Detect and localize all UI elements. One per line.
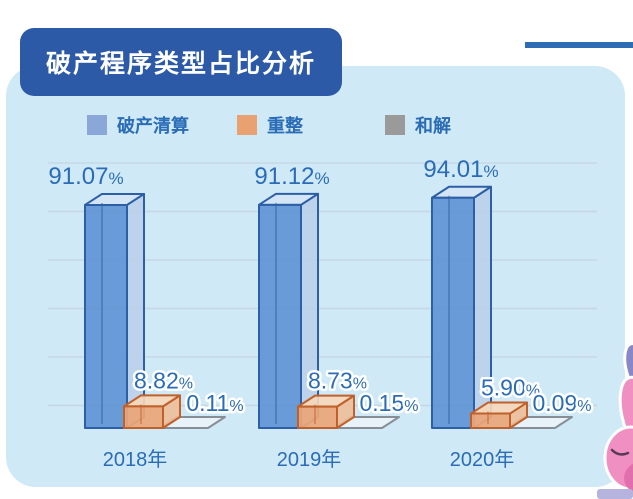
legend-label-liquidation: 破产清算 xyxy=(117,116,189,136)
category-label-2018: 2018年 xyxy=(103,448,168,471)
legend-swatch-liquidation xyxy=(87,115,107,135)
value-label-settlement-2019: 0.15% xyxy=(360,390,419,416)
value-label-liquidation-2019: 91.12% xyxy=(254,163,329,190)
legend-item-settlement: 和解 xyxy=(385,112,451,138)
bar-reorganization-2019 xyxy=(297,394,355,429)
legend-swatch-reorganization xyxy=(237,115,257,135)
legend-item-reorganization: 重整 xyxy=(237,112,303,138)
mascot-base xyxy=(597,489,633,499)
top-accent-line xyxy=(525,42,633,48)
legend-label-settlement: 和解 xyxy=(415,116,451,136)
bar-reorganization-2020 xyxy=(470,401,528,429)
page-title: 破产程序类型占比分析 xyxy=(20,28,343,96)
bar-liquidation-2018 xyxy=(84,192,145,429)
value-label-settlement-2020: 0.09% xyxy=(533,390,592,416)
bar-liquidation-2020 xyxy=(431,185,492,429)
value-label-settlement-2018: 0.11% xyxy=(186,390,243,416)
mascot-character xyxy=(597,342,633,499)
legend-item-liquidation: 破产清算 xyxy=(87,112,189,138)
chart-legend: 破产清算 重整 和解 xyxy=(0,112,633,138)
category-label-2019: 2019年 xyxy=(277,448,342,471)
value-label-reorganization-2019: 8.73% xyxy=(308,368,367,394)
legend-swatch-settlement xyxy=(385,115,405,135)
bar-liquidation-2019 xyxy=(258,192,319,429)
value-label-liquidation-2020: 94.01% xyxy=(423,156,498,183)
value-label-reorganization-2020: 5.90% xyxy=(481,375,540,401)
bar-reorganization-2018 xyxy=(123,394,181,429)
legend-label-reorganization: 重整 xyxy=(267,116,303,136)
value-label-reorganization-2018: 8.82% xyxy=(134,367,193,393)
category-label-2020: 2020年 xyxy=(450,448,515,471)
value-label-liquidation-2018: 91.07% xyxy=(48,163,123,190)
